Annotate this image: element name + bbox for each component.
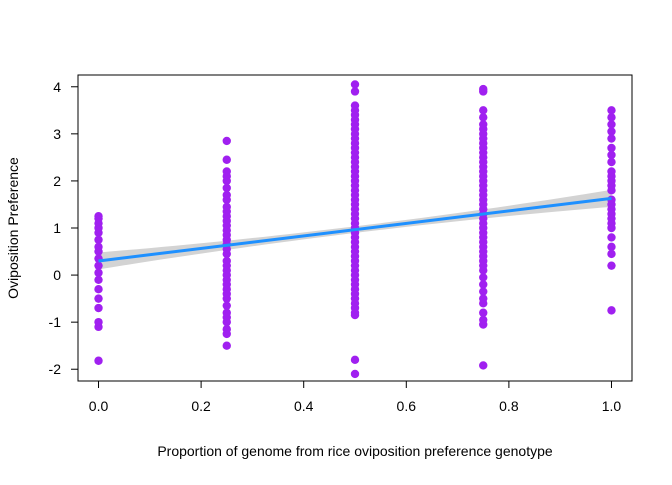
x-tick-label: 1.0 xyxy=(602,398,622,414)
data-point xyxy=(607,134,616,143)
y-tick-label: 4 xyxy=(53,79,61,95)
x-tick-label: 0.2 xyxy=(191,398,211,414)
data-point xyxy=(479,315,488,324)
data-point xyxy=(94,356,103,365)
data-point xyxy=(94,317,103,327)
data-point xyxy=(94,212,103,221)
data-point xyxy=(94,242,103,252)
data-point xyxy=(94,275,103,284)
data-point xyxy=(350,355,360,365)
data-point xyxy=(94,303,103,313)
data-point xyxy=(607,143,616,153)
x-axis-title: Proportion of genome from rice ovipositi… xyxy=(157,443,553,459)
data-point xyxy=(222,183,231,193)
data-point xyxy=(607,242,616,252)
data-point xyxy=(479,287,488,296)
data-point xyxy=(350,87,360,96)
data-point xyxy=(350,80,360,89)
y-tick-label: 3 xyxy=(53,126,61,142)
data-point xyxy=(94,268,103,277)
fit-line-layer xyxy=(98,196,612,263)
data-point xyxy=(222,167,231,176)
y-tick-label: 2 xyxy=(53,173,61,189)
data-point xyxy=(479,120,488,129)
data-point xyxy=(222,202,231,212)
data-point xyxy=(222,308,231,317)
data-point xyxy=(94,235,103,244)
data-point xyxy=(222,136,231,146)
data-point xyxy=(607,306,616,315)
fit-line xyxy=(98,196,612,263)
y-tick-label: 0 xyxy=(53,267,61,283)
data-point xyxy=(607,167,616,176)
data-point xyxy=(479,113,488,122)
data-point xyxy=(222,301,231,310)
data-point xyxy=(222,190,231,200)
data-point xyxy=(222,341,231,350)
y-tick-label: 1 xyxy=(53,220,61,236)
data-point xyxy=(607,157,616,167)
data-point xyxy=(350,101,360,110)
data-point xyxy=(607,106,616,115)
x-tick-label: 0.4 xyxy=(294,398,314,414)
y-tick-label: -1 xyxy=(49,314,62,330)
data-point xyxy=(607,120,616,129)
data-point xyxy=(607,113,616,122)
y-axis-title: Oviposition Preference xyxy=(5,157,21,299)
data-point xyxy=(607,233,616,242)
data-point xyxy=(94,261,103,270)
x-tick-label: 0.8 xyxy=(499,398,519,414)
x-tick-label: 0.6 xyxy=(397,398,417,414)
data-point xyxy=(607,249,616,259)
data-point xyxy=(350,369,360,379)
x-tick-label: 0.0 xyxy=(89,398,109,414)
data-point xyxy=(479,106,488,115)
y-axis: -2 -1 0 1 2 3 4 xyxy=(49,79,79,377)
data-point xyxy=(607,127,616,136)
data-point xyxy=(94,285,103,294)
data-point xyxy=(479,308,488,317)
data-point xyxy=(607,261,616,270)
data-point xyxy=(222,155,231,164)
data-point xyxy=(479,84,488,94)
data-point xyxy=(94,294,103,303)
x-axis: 0.0 0.2 0.4 0.6 0.8 1.0 xyxy=(89,380,622,414)
data-point xyxy=(222,256,231,266)
data-point xyxy=(479,361,488,370)
data-point xyxy=(479,294,488,303)
data-point xyxy=(479,280,488,289)
data-point xyxy=(222,325,231,334)
data-point xyxy=(607,150,616,160)
y-tick-label: -2 xyxy=(49,361,62,377)
data-point xyxy=(479,273,488,282)
